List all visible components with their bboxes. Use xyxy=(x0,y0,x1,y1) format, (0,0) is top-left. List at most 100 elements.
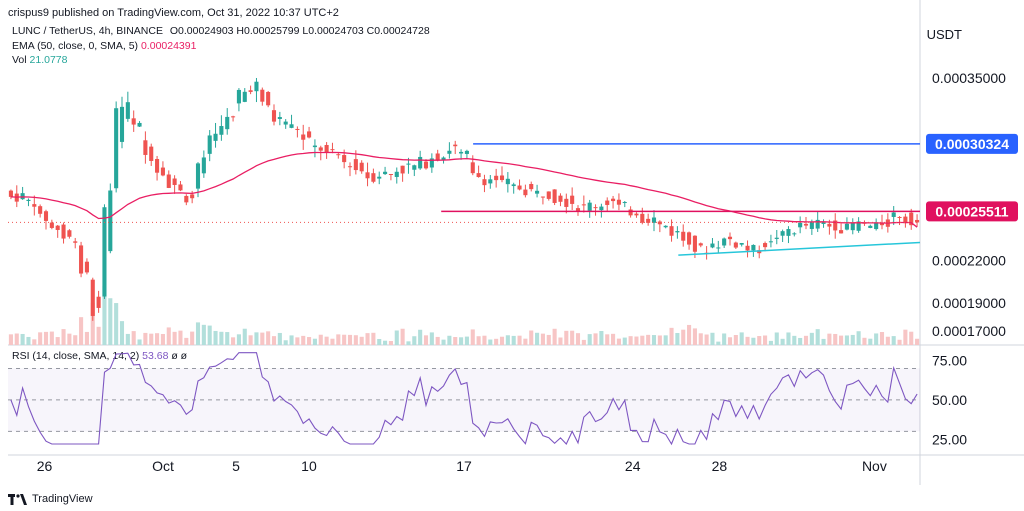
time-tick-label: 5 xyxy=(232,458,240,474)
candle-body xyxy=(271,110,277,122)
candle-body xyxy=(669,226,674,236)
candle-body xyxy=(160,167,165,176)
candle-body xyxy=(383,171,388,175)
volume-bar xyxy=(622,337,627,345)
candle-body xyxy=(32,204,37,207)
candle-body xyxy=(868,225,873,228)
rsi-tick-label: 75.00 xyxy=(932,353,967,369)
candle-body xyxy=(874,222,879,230)
candle-body xyxy=(254,81,259,92)
volume-bar xyxy=(581,339,586,345)
candle-body xyxy=(184,195,189,203)
volume-bar xyxy=(903,329,908,345)
volume-bar xyxy=(470,329,475,345)
volume-bar xyxy=(739,332,744,345)
volume-bar xyxy=(505,335,510,345)
volume-bar xyxy=(108,298,113,345)
candle-body xyxy=(727,236,733,240)
candle-body xyxy=(295,128,300,130)
volume-bar xyxy=(67,333,72,345)
symbol-line: LUNC / TetherUS, 4h, BINANCE xyxy=(12,25,163,37)
volume-bar xyxy=(160,333,165,345)
volume-bar xyxy=(803,335,809,345)
volume-bar xyxy=(459,337,464,345)
volume-bar xyxy=(552,328,557,345)
candle-body xyxy=(213,133,218,141)
volume-bar xyxy=(318,334,323,345)
publisher-header: crispus9 published on TradingView.com, O… xyxy=(8,7,339,19)
volume-bar xyxy=(131,331,136,345)
candle-body xyxy=(605,200,610,205)
volume-bar xyxy=(488,339,493,345)
volume-bar xyxy=(301,335,306,345)
volume-bar xyxy=(774,332,779,345)
volume-bar xyxy=(32,339,37,345)
volume-bar xyxy=(757,336,762,345)
volume-bar xyxy=(716,341,721,345)
volume-bar xyxy=(856,331,861,345)
volume-bar xyxy=(897,339,902,345)
volume-bar xyxy=(307,337,312,345)
ema-label: EMA (50, close, 0, SMA, 5) xyxy=(12,40,139,52)
volume-bar xyxy=(429,332,434,345)
candle-body xyxy=(716,247,721,249)
candle-body xyxy=(283,121,288,125)
volume-bar xyxy=(447,335,452,345)
candle-body xyxy=(599,206,604,211)
candle-body xyxy=(540,196,545,198)
candle-body xyxy=(365,172,370,179)
candle-body xyxy=(651,217,657,223)
candle-body xyxy=(780,231,785,236)
candle-body xyxy=(774,237,779,239)
volume-bar xyxy=(768,340,773,345)
price-tick-label: 0.00022000 xyxy=(932,253,1006,269)
volume-bar xyxy=(213,330,218,345)
candle-body xyxy=(821,221,826,224)
candle-body xyxy=(494,175,499,181)
candle-body xyxy=(634,213,639,216)
price-tick-label: 0.00019000 xyxy=(932,295,1006,311)
candle-body xyxy=(79,245,84,274)
volume-bar xyxy=(155,333,160,345)
volume-bar xyxy=(347,334,353,345)
volume-bar xyxy=(102,285,107,345)
volume-bar xyxy=(570,330,575,345)
rsi-tick-label: 50.00 xyxy=(932,392,967,408)
candle-body xyxy=(114,108,119,189)
candle-body xyxy=(757,250,762,254)
volume-bar xyxy=(96,326,101,345)
volume-bar xyxy=(546,334,551,345)
candle-body xyxy=(441,157,446,161)
volume-bar xyxy=(611,333,616,345)
volume-bar xyxy=(178,330,183,345)
candle-body xyxy=(499,175,505,181)
volume-bar xyxy=(207,325,212,345)
volume-bar xyxy=(441,339,446,345)
candle-body xyxy=(119,106,125,142)
volume-bar xyxy=(359,336,364,345)
level-tag-label: 0.00025511 xyxy=(935,203,1008,219)
candle-body xyxy=(155,159,160,173)
volume-bar xyxy=(564,330,569,345)
volume-bar xyxy=(242,328,247,345)
volume-bar xyxy=(599,330,604,345)
volume-bar xyxy=(628,336,633,345)
volume-bar xyxy=(587,334,592,345)
candle-body xyxy=(681,231,686,241)
volume-bar xyxy=(710,332,715,345)
candle-body xyxy=(850,222,855,231)
volume-bar xyxy=(657,335,662,345)
vol-label: Vol xyxy=(12,54,27,66)
volume-bar xyxy=(289,335,294,345)
candle-body xyxy=(248,90,253,92)
volume-bar xyxy=(453,336,458,345)
volume-bar xyxy=(283,340,288,345)
volume-bar xyxy=(394,330,399,345)
support-trendline xyxy=(678,241,921,256)
volume-bar xyxy=(786,332,791,345)
volume-bar xyxy=(517,335,522,345)
candle-body xyxy=(307,131,312,138)
volume-bar xyxy=(219,331,224,345)
volume-bar xyxy=(125,333,130,345)
